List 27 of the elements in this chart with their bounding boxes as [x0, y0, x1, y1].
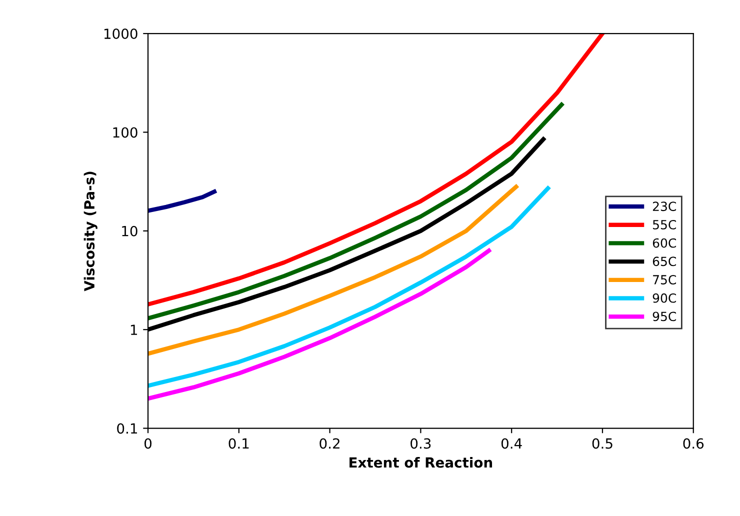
legend-label: 60C	[652, 238, 676, 248]
x-tick-label: 0.5	[592, 438, 612, 449]
line-series	[148, 184, 518, 356]
line-series	[148, 34, 605, 306]
line-series	[148, 190, 216, 213]
line-series	[148, 186, 550, 388]
legend-label: 90C	[652, 293, 676, 303]
x-axis-title: Extent of Reaction	[350, 457, 492, 468]
x-tick-label: 0.4	[501, 438, 522, 449]
legend-label: 75C	[653, 275, 676, 284]
y-tick-label: 100	[113, 127, 138, 138]
y-axis-title: Viscosity (Pa-s)	[84, 172, 98, 292]
x-tick-label: 0.3	[410, 438, 431, 449]
y-tick-label: 0.1	[117, 423, 137, 434]
line-series	[148, 102, 564, 320]
x-tick-label: 0.2	[320, 438, 340, 449]
x-tick-label: 0.1	[228, 438, 249, 449]
legend-label: 95C	[652, 312, 676, 322]
legend-label: 23C	[652, 202, 676, 212]
x-tick-label: 0.6	[683, 438, 704, 449]
y-tick-label: 1000	[104, 28, 138, 40]
y-tick-label: 1	[130, 324, 137, 335]
x-tick-label: 0	[144, 438, 152, 449]
legend-label: 65C	[652, 256, 676, 266]
line-series	[148, 248, 491, 401]
y-tick-label: 10	[122, 226, 138, 236]
legend-label: 55C	[653, 220, 676, 230]
